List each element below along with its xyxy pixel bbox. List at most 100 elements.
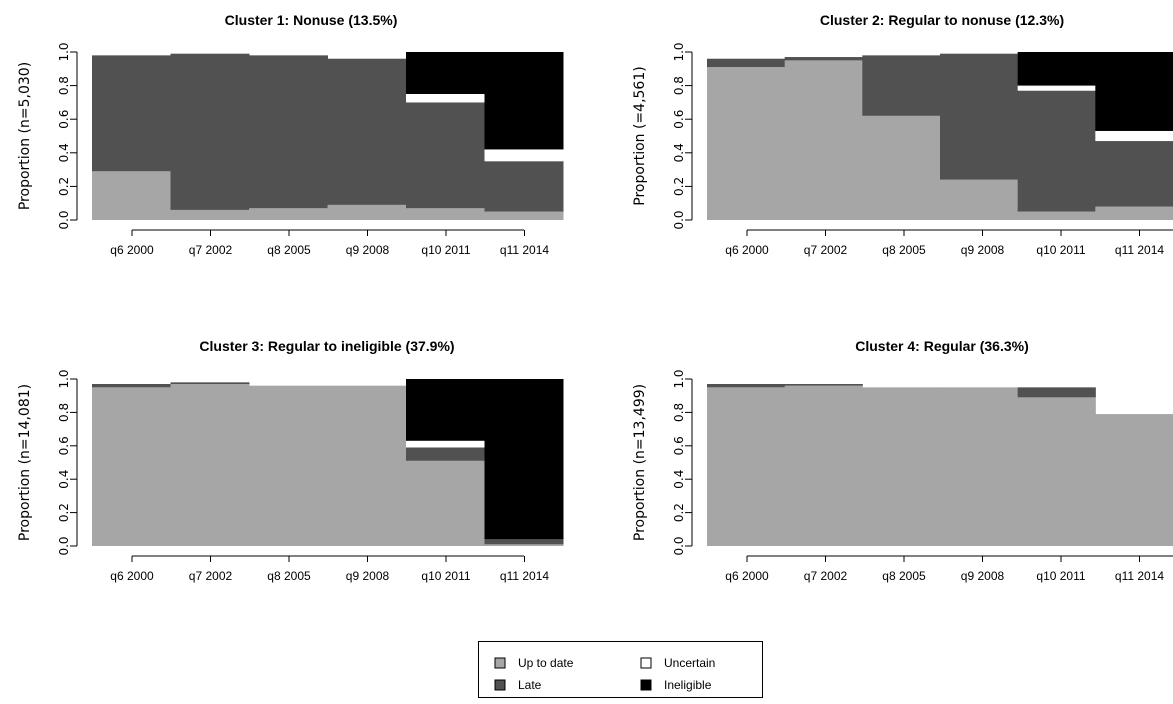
- x-tick-label: q11 2014: [500, 569, 549, 583]
- legend-label-ineligible: Ineligible: [664, 678, 712, 692]
- bar-segment-up-to-date-q6-2000: [92, 171, 171, 220]
- y-axis-title: Proportion (n=14,081): [17, 384, 33, 541]
- x-axis: q6 2000 q7 2002 q8 2005 q9 2008 q10 2011 q11 …: [110, 555, 549, 583]
- y-tick-label: 0.4: [672, 470, 686, 489]
- x-tick-label: q6 2000: [110, 569, 154, 583]
- bar-segment-late-q6-2000: [707, 58, 786, 68]
- y-axis-title: Proportion (n=13,499): [632, 384, 648, 541]
- x-tick-label: q10 2011: [1036, 569, 1085, 583]
- bar-segment-up-to-date-q10-2011: [406, 208, 485, 220]
- bar-segment-uncertain-q10-2011: [406, 440, 485, 448]
- bar-segment-late-q11-2014: [484, 161, 564, 212]
- y-axis-title: Proportion (=4,561): [632, 66, 648, 205]
- x-tick-label: q7 2002: [189, 569, 233, 583]
- y-axis: 0.0 0.2 0.4 0.6 0.8 1.0: [672, 42, 693, 230]
- bar-segment-up-to-date-q9-2008: [327, 385, 407, 546]
- x-tick-label: q10 2011: [421, 569, 470, 583]
- bar-segment-up-to-date-q11-2014: [1095, 206, 1173, 220]
- bar-segment-ineligible-q11-2014: [484, 379, 564, 540]
- chart-panel-4: Cluster 4: Regular (36.3%)0.00.20.40.60.…: [632, 338, 1173, 583]
- bar-segment-up-to-date-q6-2000: [92, 387, 171, 546]
- bar-segment-late-q8-2005: [862, 55, 941, 116]
- y-tick-label: 0.2: [57, 177, 71, 196]
- bar-segment-up-to-date-q8-2005: [249, 208, 328, 220]
- x-axis: q6 2000 q7 2002 q8 2005 q9 2008 q10 2011 q11 …: [725, 229, 1173, 257]
- bar-segment-uncertain-q11-2014: [484, 149, 564, 162]
- bar-segment-uncertain-q10-2011: [1017, 85, 1096, 91]
- bar-segment-ineligible-q10-2011: [406, 379, 485, 441]
- y-tick-label: 0.2: [672, 503, 686, 522]
- y-tick-label: 1.0: [57, 42, 71, 61]
- legend-label-late: Late: [518, 678, 542, 692]
- y-tick-label: 0.4: [672, 143, 686, 162]
- x-tick-label: q9 2008: [961, 569, 1005, 583]
- bar-segment-late-q11-2014: [484, 539, 564, 545]
- chart-panel-3: Cluster 3: Regular to ineligible (37.9%)…: [17, 338, 564, 583]
- legend-swatch-ineligible: [640, 679, 652, 691]
- y-tick-label: 0.6: [672, 436, 686, 455]
- bar-segment-up-to-date-q10-2011: [1017, 211, 1096, 220]
- bar-segment-late-q6-2000: [92, 384, 171, 388]
- bar-segment-late-q7-2002: [170, 53, 250, 210]
- bar-segment-up-to-date-q9-2008: [327, 204, 407, 220]
- bar-segment-late-q10-2011: [406, 447, 485, 461]
- x-tick-label: q10 2011: [1036, 243, 1085, 257]
- legend-label-uncertain: Uncertain: [664, 656, 715, 670]
- chart-title: Cluster 4: Regular (36.3%): [855, 338, 1029, 354]
- bar-segment-up-to-date-q11-2014: [484, 544, 564, 546]
- bar-segment-late-q9-2008: [327, 58, 407, 205]
- bar-segment-up-to-date-q7-2002: [784, 385, 863, 546]
- chart-panel-2: Cluster 2: Regular to nonuse (12.3%) 0.0 0…: [632, 12, 1173, 257]
- y-tick-label: 0.8: [672, 76, 686, 95]
- y-tick-label: 0.0: [57, 210, 71, 229]
- legend: Up to date Uncertain Late Ineligible: [478, 641, 763, 698]
- bar-segment-up-to-date-q7-2002: [784, 60, 863, 221]
- bar-segment-late-q9-2008: [940, 53, 1019, 180]
- y-tick-label: 0.4: [57, 143, 71, 162]
- x-tick-label: q8 2005: [882, 569, 926, 583]
- legend-swatch-late: [494, 679, 506, 691]
- x-tick-label: q8 2005: [882, 243, 926, 257]
- bar-segment-ineligible-q10-2011: [406, 52, 485, 94]
- bar-segment-up-to-date-q10-2011: [1017, 397, 1096, 546]
- y-tick-label: 0.0: [672, 210, 686, 229]
- y-tick-label: 0.6: [57, 110, 71, 129]
- y-tick-label: 0.8: [57, 76, 71, 95]
- x-tick-label: q11 2014: [500, 243, 549, 257]
- bar-segment-late-q11-2014: [1095, 141, 1173, 207]
- bar-segment-ineligible-q11-2014: [484, 52, 564, 150]
- bar-segment-up-to-date-q10-2011: [406, 460, 485, 546]
- bar-segment-late-q10-2011: [1017, 387, 1096, 398]
- legend-swatch-up-to-date: [494, 657, 506, 669]
- y-axis: 0.0 0.2 0.4 0.6 0.8 1.0: [57, 42, 78, 230]
- bar-segment-ineligible-q10-2011: [1017, 52, 1096, 86]
- bar-segment-late-q6-2000: [707, 384, 786, 388]
- y-tick-label: 0.6: [57, 436, 71, 455]
- bar-segment-up-to-date-q8-2005: [862, 115, 941, 220]
- y-axis: 0.0 0.2 0.4 0.6 0.8 1.0: [672, 369, 693, 556]
- bar-segment-up-to-date-q11-2014: [1095, 414, 1173, 546]
- y-tick-label: 0.8: [672, 403, 686, 422]
- chart-title: Cluster 2: Regular to nonuse (12.3%): [820, 12, 1064, 28]
- x-tick-label: q7 2002: [189, 243, 233, 257]
- x-tick-label: q7 2002: [804, 243, 848, 257]
- y-tick-label: 1.0: [672, 42, 686, 61]
- chart-title: Cluster 3: Regular to ineligible (37.9%): [199, 338, 454, 354]
- bar-segment-late-q10-2011: [406, 102, 485, 209]
- y-tick-label: 0.8: [57, 403, 71, 422]
- y-tick-label: 0.2: [672, 177, 686, 196]
- chart-title: Cluster 1: Nonuse (13.5%): [225, 12, 398, 28]
- bar-segment-up-to-date-q6-2000: [707, 67, 786, 221]
- x-tick-label: q9 2008: [961, 243, 1005, 257]
- x-tick-label: q11 2014: [1115, 569, 1164, 583]
- x-axis: q6 2000 q7 2002 q8 2005 q9 2008 q10 2011 q11 …: [110, 229, 549, 257]
- y-tick-label: 1.0: [57, 369, 71, 388]
- x-tick-label: q8 2005: [267, 569, 311, 583]
- bar-segment-ineligible-q11-2014: [1095, 52, 1173, 131]
- x-tick-label: q9 2008: [346, 569, 390, 583]
- x-tick-label: q7 2002: [804, 569, 848, 583]
- bar-segment-up-to-date-q9-2008: [940, 179, 1019, 220]
- legend-label-up-to-date: Up to date: [518, 656, 574, 670]
- bar-segment-late-q10-2011: [1017, 90, 1096, 212]
